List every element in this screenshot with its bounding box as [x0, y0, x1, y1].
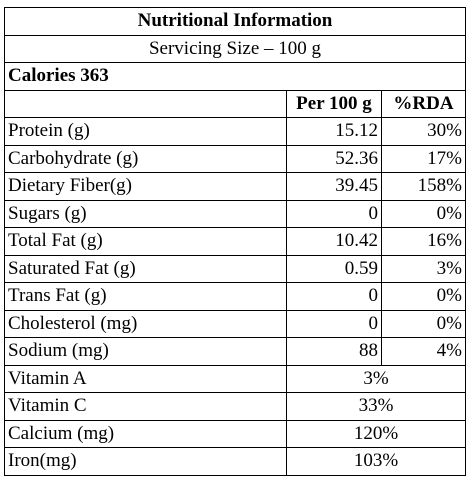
nutrient-per-100g: 0: [286, 309, 382, 338]
header-empty-cell: [4, 89, 287, 118]
nutrient-name: Dietary Fiber(g): [4, 172, 287, 201]
nutrient-per-100g: 0.59: [286, 254, 382, 283]
nutrient-rda: 4%: [381, 337, 466, 366]
nutrient-rda: 3%: [381, 254, 466, 283]
nutrient-name: Carbohydrate (g): [4, 144, 287, 173]
nutrient-rda: 0%: [381, 282, 466, 311]
nutrient-row: Cholesterol (mg) 0 0%: [4, 309, 466, 338]
nutrient-row: Dietary Fiber(g) 39.45 158%: [4, 172, 466, 201]
calories-row: Calories 363: [4, 62, 466, 91]
nutrient-name: Saturated Fat (g): [4, 254, 287, 283]
vitamin-mineral-name: Vitamin A: [4, 364, 287, 393]
nutrient-rda: 17%: [381, 144, 466, 173]
nutrient-name: Sugars (g): [4, 199, 287, 228]
nutrient-name: Total Fat (g): [4, 227, 287, 256]
nutrient-per-100g: 10.42: [286, 227, 382, 256]
nutrition-table: Nutritional Information Servicing Size –…: [4, 7, 466, 476]
vitamin-mineral-name: Iron(mg): [4, 447, 287, 476]
nutrient-name: Cholesterol (mg): [4, 309, 287, 338]
nutrient-per-100g: 0: [286, 282, 382, 311]
header-rda: %RDA: [381, 89, 466, 118]
nutrient-per-100g: 52.36: [286, 144, 382, 173]
vitamin-mineral-row: Iron(mg) 103%: [4, 447, 466, 476]
nutrient-rda: 158%: [381, 172, 466, 201]
nutrient-name: Protein (g): [4, 117, 287, 146]
calories-label: Calories 363: [4, 62, 466, 91]
nutrient-rda: 30%: [381, 117, 466, 146]
nutrient-rda: 0%: [381, 309, 466, 338]
nutrient-row: Carbohydrate (g) 52.36 17%: [4, 144, 466, 173]
vitamin-mineral-rda: 33%: [286, 392, 466, 421]
nutrient-per-100g: 39.45: [286, 172, 382, 201]
nutrient-row: Trans Fat (g) 0 0%: [4, 282, 466, 311]
header-per-100g: Per 100 g: [286, 89, 382, 118]
vitamin-mineral-row: Vitamin C 33%: [4, 392, 466, 421]
nutrient-row: Total Fat (g) 10.42 16%: [4, 227, 466, 256]
vitamin-mineral-row: Calcium (mg) 120%: [4, 419, 466, 448]
nutrient-row: Protein (g) 15.12 30%: [4, 117, 466, 146]
vitamin-mineral-rda: 103%: [286, 447, 466, 476]
serving-row: Servicing Size – 100 g: [4, 34, 466, 63]
nutrient-name: Sodium (mg): [4, 337, 287, 366]
vitamin-mineral-row: Vitamin A 3%: [4, 364, 466, 393]
nutrient-row: Sugars (g) 0 0%: [4, 199, 466, 228]
vitamin-mineral-name: Vitamin C: [4, 392, 287, 421]
vitamin-mineral-rda: 120%: [286, 419, 466, 448]
nutrient-per-100g: 88: [286, 337, 382, 366]
nutrient-per-100g: 0: [286, 199, 382, 228]
nutrient-per-100g: 15.12: [286, 117, 382, 146]
vitamin-mineral-rda: 3%: [286, 364, 466, 393]
nutrient-rda: 16%: [381, 227, 466, 256]
vitamin-mineral-name: Calcium (mg): [4, 419, 287, 448]
nutrient-name: Trans Fat (g): [4, 282, 287, 311]
table-title: Nutritional Information: [4, 7, 466, 36]
column-header-row: Per 100 g %RDA: [4, 89, 466, 118]
serving-size: Servicing Size – 100 g: [4, 34, 466, 63]
title-row: Nutritional Information: [4, 7, 466, 36]
nutrient-row: Sodium (mg) 88 4%: [4, 337, 466, 366]
nutrient-rda: 0%: [381, 199, 466, 228]
nutrient-row: Saturated Fat (g) 0.59 3%: [4, 254, 466, 283]
